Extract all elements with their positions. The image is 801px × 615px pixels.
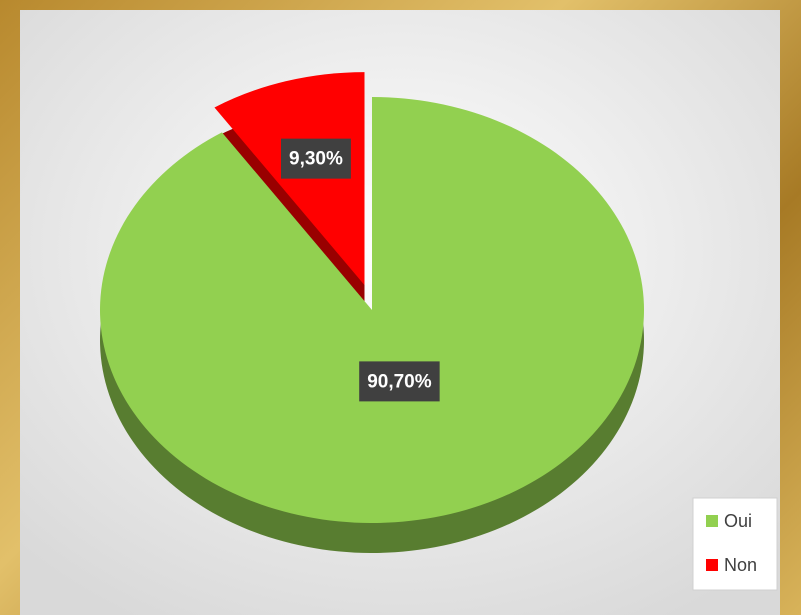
value-label-box (359, 361, 440, 402)
value-label: 9,30% (289, 149, 343, 170)
legend-box (692, 497, 778, 591)
value-label-box (281, 138, 351, 179)
value-label: 90,70% (367, 371, 432, 392)
legend-label: Non (724, 555, 757, 575)
legend-label: Oui (724, 511, 752, 531)
legend-swatch (706, 559, 718, 571)
legend-swatch (706, 515, 718, 527)
pie-slice (99, 97, 644, 523)
